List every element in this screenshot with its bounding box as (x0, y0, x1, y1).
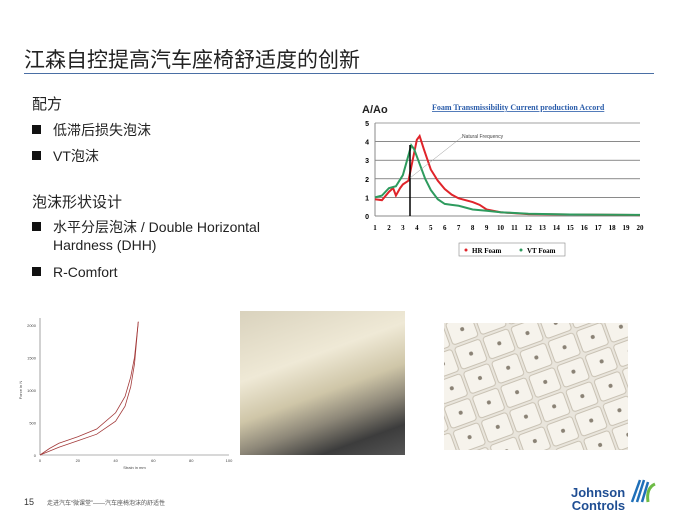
y-tick-label: 5 (365, 121, 369, 128)
x-tick-label: 5 (429, 224, 433, 232)
legend-label: VT Foam (527, 247, 556, 255)
y-tick-label: 2000 (27, 323, 37, 328)
bullet-square-icon (32, 151, 41, 160)
y-tick-label: 3 (365, 158, 369, 165)
bullet-item: VT泡沫 (32, 146, 99, 166)
x-tick-label: 9 (485, 224, 489, 232)
legend-label: HR Foam (472, 247, 502, 255)
x-tick-label: 6 (443, 224, 447, 232)
legend-marker (519, 248, 523, 252)
section-heading-formula: 配方 (32, 96, 63, 113)
r-comfort-foam-photo (444, 323, 628, 450)
company-logo-text: Johnson Controls (571, 485, 626, 513)
bullet-text: R-Comfort (53, 264, 118, 280)
x-tick-label: 8 (471, 224, 475, 232)
x-tick-label: 18 (609, 224, 617, 232)
x-axis-label: Strain in mm (123, 465, 146, 470)
chart-title: Foam Transmissibility Current production… (432, 103, 605, 112)
dhh-foam-photo (240, 311, 405, 455)
section-heading-shape: 泡沫形状设计 (32, 194, 123, 211)
x-tick-label: 4 (415, 224, 419, 232)
x-tick-label: 20 (637, 224, 645, 232)
x-tick-label: 11 (511, 224, 518, 232)
x-tick-label: 15 (567, 224, 575, 232)
x-tick-label: 12 (525, 224, 533, 232)
y-tick-label: 0 (365, 214, 369, 221)
johnson-controls-logo-icon (630, 479, 656, 503)
legend-marker (464, 248, 468, 252)
bullet-text: 水平分层泡沫 / Double Horizontal (53, 219, 260, 235)
y-tick-label: 2 (365, 177, 369, 184)
page-number: 15 (24, 497, 35, 507)
legend-box (458, 242, 566, 257)
x-tick-label: 60 (151, 458, 156, 463)
bullet-item: R-Comfort (32, 264, 118, 280)
series-line-hr-foam (374, 133, 641, 217)
bullet-text: VT泡沫 (53, 148, 99, 164)
x-tick-label: 3 (401, 224, 405, 232)
x-tick-label: 100 (226, 458, 233, 463)
x-tick-label: 19 (623, 224, 631, 232)
bullet-item: 水平分层泡沫 / Double Horizontal (32, 217, 260, 237)
x-tick-label: 20 (76, 458, 81, 463)
title-divider (24, 73, 654, 74)
x-tick-label: 10 (497, 224, 505, 232)
annotation-label: Natural Frequency (462, 134, 504, 140)
y-tick-label: 0 (34, 453, 37, 458)
bullet-square-icon (32, 222, 41, 231)
y-tick-label: 500 (29, 421, 36, 426)
x-tick-label: 80 (189, 458, 194, 463)
foam-pattern (444, 323, 628, 450)
bullet-continuation: Hardness (DHH) (53, 237, 157, 253)
bullet-item: 低滞后损失泡沫 (32, 120, 151, 140)
hysteresis-curve (39, 321, 139, 456)
bullet-square-icon (32, 125, 41, 134)
x-tick-label: 2 (387, 224, 391, 232)
x-tick-label: 7 (457, 224, 461, 232)
x-tick-label: 0 (39, 458, 42, 463)
y-tick-label: 4 (365, 140, 369, 147)
x-tick-label: 1 (373, 224, 377, 232)
series-line-vt-foam (374, 143, 641, 216)
x-tick-label: 40 (113, 458, 118, 463)
slide-title: 江森自控提高汽车座椅舒适度的创新 (24, 49, 360, 72)
y-axis-label: A/Ao (362, 104, 388, 116)
bullet-text: 低滞后损失泡沫 (53, 122, 151, 138)
hysteresis-curve (39, 321, 139, 456)
y-axis-label: Force in N (18, 381, 23, 400)
x-tick-label: 13 (539, 224, 547, 232)
x-tick-label: 17 (595, 224, 603, 232)
footer-text: 走进汽车“微课堂”——汽车座椅泡沫的舒适性 (47, 501, 165, 507)
x-tick-label: 14 (553, 224, 561, 232)
y-tick-label: 1 (365, 195, 369, 202)
annotation-leader (409, 136, 463, 179)
y-tick-label: 1500 (27, 356, 37, 361)
y-tick-label: 1000 (27, 388, 37, 393)
bullet-square-icon (32, 267, 41, 276)
x-tick-label: 16 (581, 224, 589, 232)
